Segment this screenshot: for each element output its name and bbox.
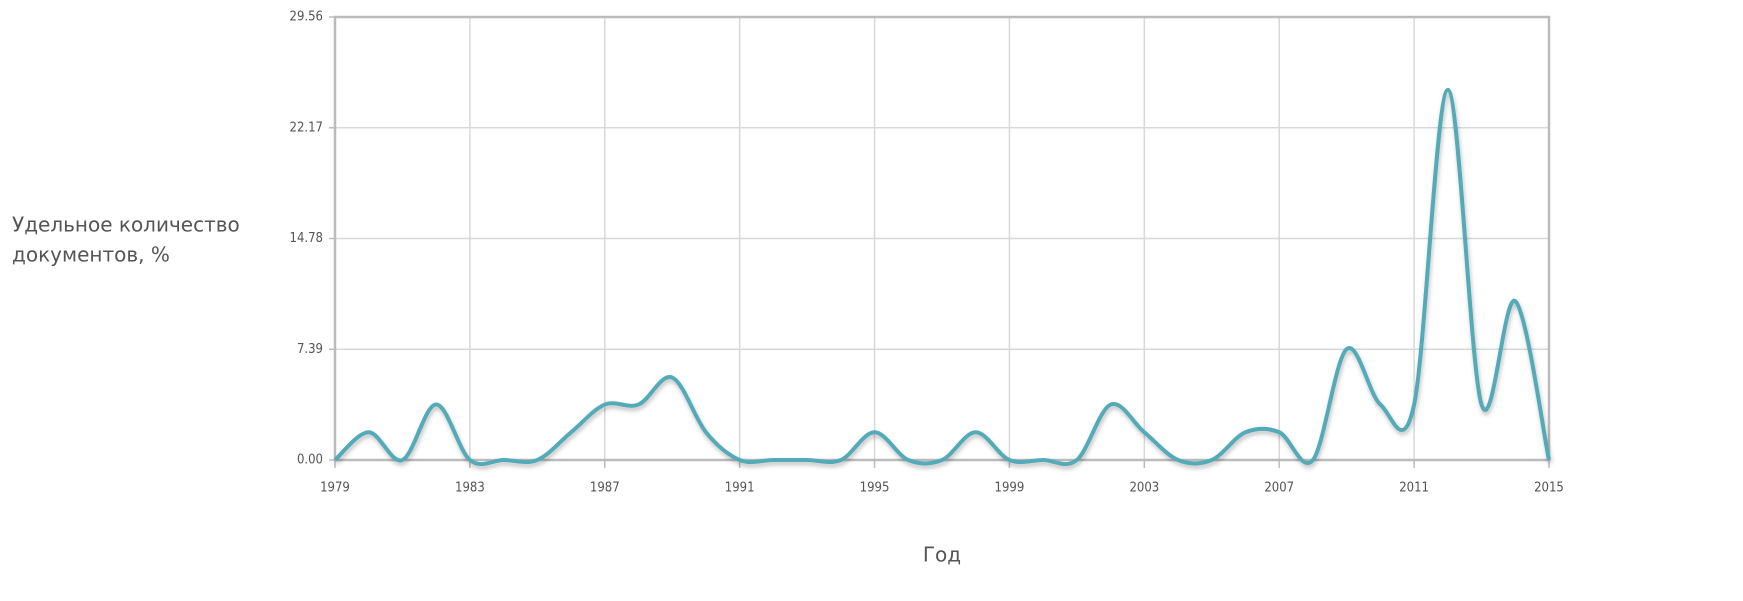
x-tick-label: 1979 [320, 481, 350, 496]
y-tick-label: 14.78 [290, 231, 323, 246]
y-tick-label: 7.39 [297, 342, 323, 357]
x-tick-label: 2011 [1399, 481, 1429, 496]
x-tick-label: 1987 [590, 481, 620, 496]
x-tick-label: 1983 [455, 481, 485, 496]
x-tick-label: 2003 [1129, 481, 1159, 496]
x-tick-label: 1991 [725, 481, 755, 496]
x-tick-label: 2007 [1264, 481, 1294, 496]
x-axis-label: Год [923, 543, 961, 567]
y-axis-label: документов, % [12, 243, 170, 267]
x-tick-label: 1995 [860, 481, 890, 496]
y-tick-label: 0.00 [297, 453, 323, 468]
y-axis-label: Удельное количество [12, 213, 240, 237]
line [333, 87, 1551, 467]
y-tick-label: 22.17 [290, 120, 323, 135]
y-tick-label: 29.56 [290, 10, 323, 25]
x-tick-label: 1999 [995, 481, 1025, 496]
x-tick-label: 2015 [1534, 481, 1564, 496]
